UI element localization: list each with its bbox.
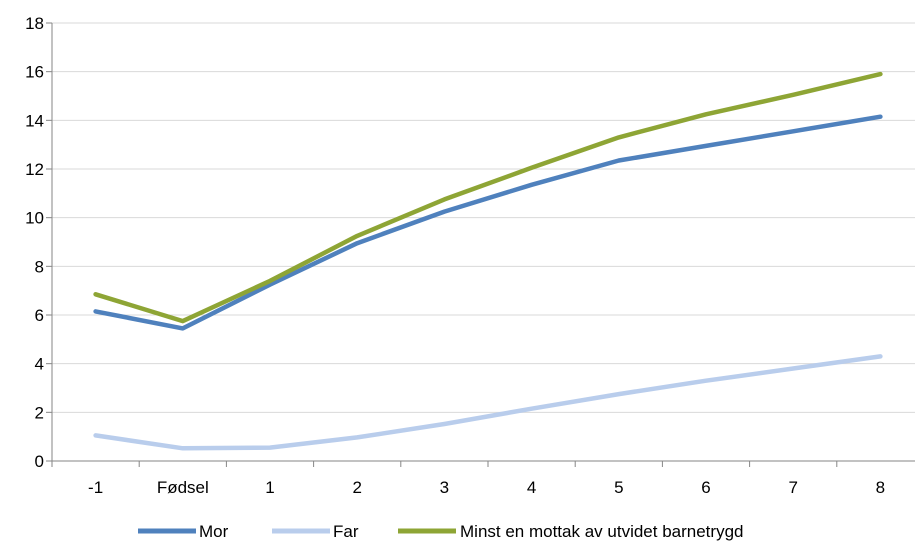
x-tick-label: -1 [88,478,103,497]
legend-label: Minst en mottak av utvidet barnetrygd [460,522,743,541]
y-tick-labels: 0 2 4 6 8 10 12 14 16 18 [25,14,44,471]
legend-label: Mor [199,522,229,541]
x-tick-label: 7 [788,478,797,497]
x-tick-labels: -1 Fødsel 1 2 3 4 5 6 7 8 [88,478,885,497]
x-tick-label: 6 [701,478,710,497]
y-tick-label: 0 [35,452,44,471]
y-tick-label: 12 [25,160,44,179]
x-tick-label: Fødsel [157,478,209,497]
y-tick-label: 4 [35,355,44,374]
series-lines [93,71,883,451]
y-tick-label: 10 [25,209,44,228]
x-tick-label: 8 [876,478,885,497]
y-tick-label: 18 [25,14,44,33]
series-line-1 [93,354,883,451]
y-tick-label: 8 [35,257,44,276]
legend-label: Far [333,522,359,541]
x-tick-marks [51,461,838,467]
y-tick-label: 16 [25,63,44,82]
y-tick-label: 6 [35,306,44,325]
x-tick-label: 4 [527,478,536,497]
x-tick-label: 2 [352,478,361,497]
y-tick-label: 14 [25,111,44,130]
series-line-2 [93,71,883,324]
x-tick-label: 3 [440,478,449,497]
series-line-0 [93,114,883,331]
legend: Mor Far Minst en mottak av utvidet barnetr… [138,522,743,541]
x-tick-label: 1 [265,478,274,497]
y-tick-label: 2 [35,403,44,422]
gridlines [52,22,915,413]
axes [46,22,915,462]
x-tick-label: 5 [614,478,623,497]
